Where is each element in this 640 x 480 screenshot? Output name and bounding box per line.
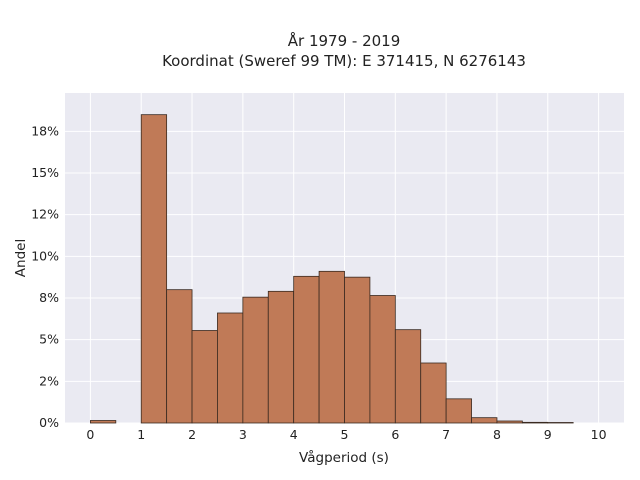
x-tick-label: 7 [442,427,450,442]
histogram-bar [267,290,295,424]
histogram-bar [344,276,371,424]
histogram-bar [166,289,193,424]
y-tick-label: 0% [39,415,59,430]
y-tick-label: 10% [31,248,59,263]
x-tick-label: 5 [341,427,349,442]
chart-title-line-2: Koordinat (Sweref 99 TM): E 371415, N 62… [162,52,526,70]
x-tick-label: 9 [544,427,552,442]
y-tick-label: 12% [31,207,59,222]
histogram-bar [471,417,498,424]
histogram-bar [394,329,422,424]
x-axis-label: Vågperiod (s) [299,449,389,466]
histogram-bar [318,270,345,424]
y-tick-label: 8% [39,290,59,305]
x-tick-label: 6 [391,427,399,442]
y-tick-label: 18% [31,123,59,138]
y-axis-label: Andel [13,239,29,277]
y-tick-label: 2% [39,373,59,388]
histogram-bar [242,296,269,424]
histogram-bars [90,114,574,424]
x-tick-label: 2 [188,427,196,442]
histogram-bar [547,422,574,424]
x-axis-ticks: 0 1 2 3 4 5 6 7 8 9 10 [86,427,606,442]
histogram-bar [90,420,117,424]
histogram-bar [293,275,320,424]
x-tick-label: 0 [86,427,94,442]
y-tick-label: 15% [31,165,59,180]
histogram-bar [140,114,168,424]
x-tick-label: 1 [137,427,145,442]
chart-title-line-1: År 1979 - 2019 [288,31,401,50]
x-tick-label: 8 [493,427,501,442]
y-tick-label: 5% [39,332,59,347]
histogram-bar [420,362,447,424]
histogram-bar [521,421,549,424]
histogram-bar [369,295,396,424]
histogram-bar [496,420,523,424]
x-tick-label: 4 [290,427,298,442]
x-tick-label: 10 [591,427,607,442]
histogram-bar [191,330,218,424]
histogram-bar [445,398,472,424]
y-axis-ticks: 0% 2% 5% 8% 10% 12% 15% 18% [31,123,59,430]
histogram-bar [217,312,244,424]
x-tick-label: 3 [239,427,247,442]
